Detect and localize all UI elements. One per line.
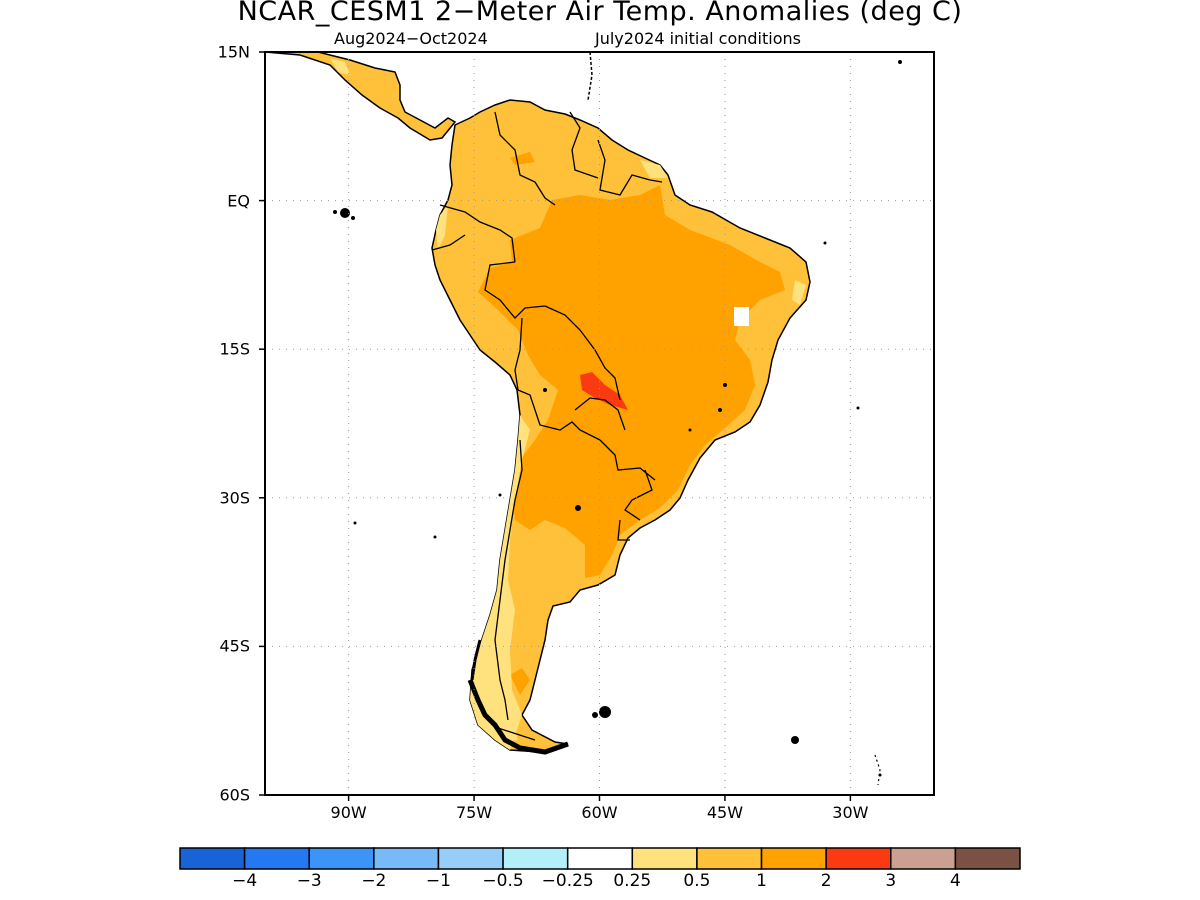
colorbar-swatch xyxy=(954,847,1021,870)
border-tierra-del-fuego xyxy=(497,727,536,741)
galapagos-islands xyxy=(340,208,350,218)
central-america-land xyxy=(265,52,457,141)
anomaly-near-zero-patch xyxy=(734,307,749,326)
initial-conditions: July2024 initial conditions xyxy=(595,29,801,48)
central-america-coast-yellow xyxy=(330,58,350,75)
lon-tick-label: 90W xyxy=(330,803,367,822)
colorbar-label: −0.5 xyxy=(482,871,524,891)
colorbar-swatch xyxy=(179,847,246,870)
colorbar-label: −2 xyxy=(361,871,387,891)
colorbar-swatch xyxy=(308,847,375,870)
colorbar-label: 1 xyxy=(756,871,767,891)
colorbar-label: −0.25 xyxy=(541,871,594,891)
lon-tick-label: 60W xyxy=(581,803,618,822)
lon-tick-label: 45W xyxy=(706,803,744,822)
anomaly-3-to-4-region xyxy=(580,372,628,410)
colorbar-swatch xyxy=(373,847,440,870)
border-bolivia-paraguay xyxy=(574,397,626,431)
border-colombia-peru xyxy=(439,204,516,263)
border-bolivia-chile-argentina xyxy=(517,389,601,441)
colorbar-label: 4 xyxy=(949,871,961,891)
colorbar-swatch xyxy=(890,847,957,870)
axis-ticks xyxy=(259,51,852,801)
colorbar-swatch xyxy=(566,847,634,870)
border-venezuela-guyana xyxy=(569,111,599,179)
south-georgia xyxy=(791,736,799,744)
map-title: NCAR_CESM1 2−Meter Air Temp. Anomalies (… xyxy=(237,0,963,27)
border-guianas xyxy=(597,139,663,196)
colorbar-label: −3 xyxy=(296,871,322,891)
colorbar-label: 0.25 xyxy=(613,871,652,891)
colorbar xyxy=(179,847,1021,870)
map-gridlines xyxy=(265,52,934,795)
colorbar-label: 3 xyxy=(885,871,897,891)
border-ecuador-peru xyxy=(431,234,466,251)
colorbar-swatch xyxy=(760,847,827,870)
colorbar-label: 2 xyxy=(820,871,832,891)
anomaly-2-to-3-patagonia-patch xyxy=(510,668,530,695)
anomaly-2-to-3-region xyxy=(478,185,785,578)
forecast-period: Aug2024−Oct2024 xyxy=(334,29,488,48)
lon-tick-label: 30W xyxy=(832,803,869,822)
border-chile-argentina xyxy=(494,439,523,721)
lat-tick-label: 15S xyxy=(219,339,250,359)
colorbar-label: −4 xyxy=(232,871,258,891)
lat-tick-label: 30S xyxy=(219,488,250,508)
anomaly-0.5-to-1-northwest-coast xyxy=(436,205,448,250)
border-argentina-brazil xyxy=(624,469,653,521)
lat-tick-label: 45S xyxy=(219,636,250,656)
border-colombia-venezuela xyxy=(494,111,556,206)
colorbar-swatch xyxy=(437,847,504,870)
colorbar-swatch xyxy=(825,847,892,870)
southern-chile-fjords xyxy=(467,679,569,755)
colorbar-swatch xyxy=(631,847,698,870)
lon-tick-label: 75W xyxy=(455,803,493,822)
colorbar-label: −1 xyxy=(425,871,451,891)
colorbar-swatch xyxy=(243,847,310,870)
colorbar-label: 0.5 xyxy=(683,871,711,891)
border-peru-bolivia xyxy=(514,317,523,391)
lat-tick-label: 15N xyxy=(217,42,250,62)
caribbean-coast xyxy=(587,52,593,101)
lat-tick-label: EQ xyxy=(227,191,250,211)
anomaly-0.5-to-1-north-coast xyxy=(640,160,668,178)
border-argentina-uruguay xyxy=(617,519,630,541)
border-brazil-bolivia xyxy=(544,305,621,401)
border-brazil-peru xyxy=(484,261,546,319)
anomaly-0.5-to-1-east-coast xyxy=(792,280,806,305)
falkland-islands xyxy=(599,706,611,718)
anomaly-2-to-3-north-patch xyxy=(510,152,535,165)
border-paraguay-argentina xyxy=(599,439,656,481)
colorbar-swatch xyxy=(696,847,763,870)
lat-tick-label: 60S xyxy=(219,785,250,805)
colorbar-swatch xyxy=(502,847,569,870)
